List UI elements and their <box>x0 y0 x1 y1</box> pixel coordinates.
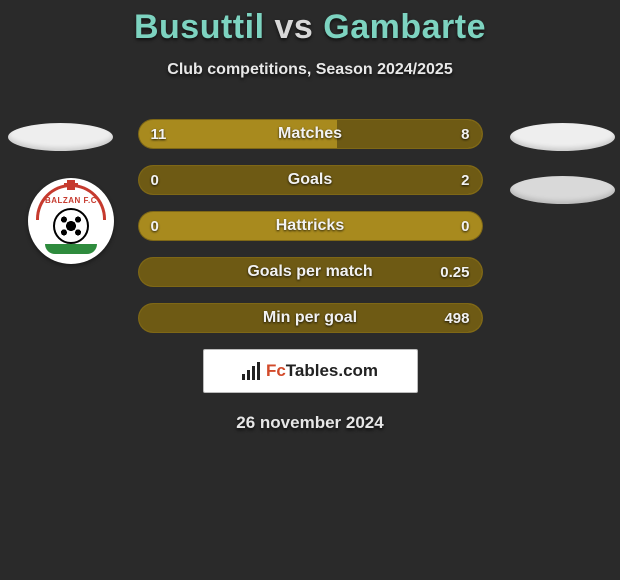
stat-row: Goals per match 0.25 <box>138 257 483 287</box>
stat-value-right: 498 <box>444 310 469 327</box>
stat-value-right: 0.25 <box>440 264 469 281</box>
stat-label: Matches <box>278 125 342 143</box>
stat-value-right: 8 <box>461 126 469 143</box>
stat-value-left: 0 <box>151 218 159 235</box>
player2-name: Gambarte <box>323 8 486 46</box>
soccer-ball-icon <box>53 208 89 244</box>
stat-row: 11 Matches 8 <box>138 119 483 149</box>
vs-separator: vs <box>274 8 313 46</box>
brand-suffix: Tables.com <box>286 361 378 380</box>
stat-row: Min per goal 498 <box>138 303 483 333</box>
stat-row: 0 Goals 2 <box>138 165 483 195</box>
stat-label: Hattricks <box>276 217 344 235</box>
brand-prefix: Fc <box>266 361 286 380</box>
player2-club-placeholder-icon <box>510 176 615 204</box>
stat-value-right: 2 <box>461 172 469 189</box>
bar-chart-icon <box>242 362 260 380</box>
stat-fill-right <box>337 120 481 148</box>
stat-label: Goals per match <box>247 263 372 281</box>
brand-text: FcTables.com <box>266 361 378 381</box>
stat-value-left: 11 <box>151 126 167 143</box>
subtitle: Club competitions, Season 2024/2025 <box>0 61 620 79</box>
player1-name: Busuttil <box>134 8 265 46</box>
player1-placeholder-icon <box>8 123 113 151</box>
stat-value-left: 0 <box>151 172 159 189</box>
fctables-attribution[interactable]: FcTables.com <box>203 349 418 393</box>
player2-placeholder-icon <box>510 123 615 151</box>
comparison-title: Busuttil vs Gambarte <box>0 0 620 47</box>
stat-value-right: 0 <box>461 218 469 235</box>
stat-label: Goals <box>288 171 332 189</box>
snapshot-date: 26 november 2024 <box>0 413 620 433</box>
badge-grass-icon <box>45 244 97 254</box>
badge-club-name: BALZAN F.C <box>45 196 97 205</box>
stat-row: 0 Hattricks 0 <box>138 211 483 241</box>
player1-club-badge: BALZAN F.C <box>28 178 114 264</box>
stat-label: Min per goal <box>263 309 357 327</box>
